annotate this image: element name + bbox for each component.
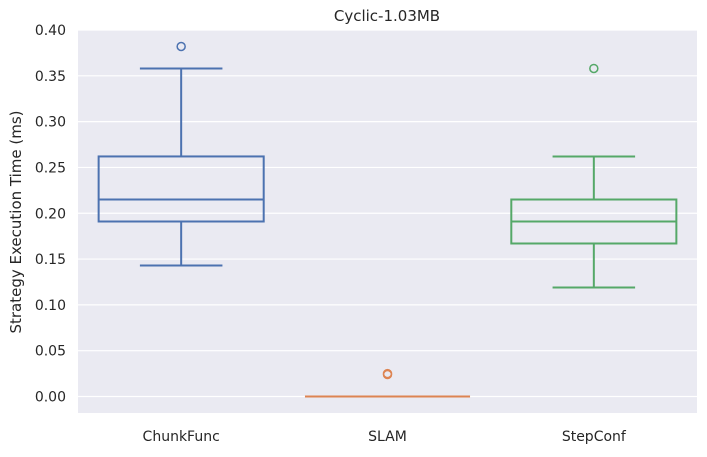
outlier-point <box>589 63 599 74</box>
box-group-stepconf <box>510 63 678 289</box>
y-tick-label: 0.15 <box>35 252 66 268</box>
x-tick-labels: ChunkFunc SLAM StepConf <box>143 429 627 445</box>
y-tick-label: 0.05 <box>35 344 66 360</box>
x-tick-label: ChunkFunc <box>143 429 220 445</box>
box-series <box>97 41 678 398</box>
y-tick-label: 0.00 <box>35 390 66 406</box>
y-tick-label: 0.10 <box>35 298 66 314</box>
outlier-point <box>382 368 393 379</box>
y-tick-labels: 0.00 0.05 0.10 0.15 0.20 0.25 0.30 0.35 0.40 <box>35 23 66 406</box>
y-tick-label: 0.25 <box>35 160 66 176</box>
y-tick-label: 0.30 <box>35 115 66 131</box>
y-tick-label: 0.20 <box>35 206 66 222</box>
box <box>97 155 265 223</box>
x-tick-label: StepConf <box>562 429 627 445</box>
x-tick-label: SLAM <box>368 429 407 445</box>
y-tick-label: 0.35 <box>35 69 66 85</box>
outlier-point <box>176 41 186 52</box>
y-axis-label: Strategy Execution Time (ms) <box>7 110 25 333</box>
box-group-chunkfunc <box>97 41 265 267</box>
chart-title: Cyclic-1.03MB <box>334 7 440 25</box>
y-tick-label: 0.40 <box>35 23 66 39</box>
box-group-slam <box>304 368 471 398</box>
